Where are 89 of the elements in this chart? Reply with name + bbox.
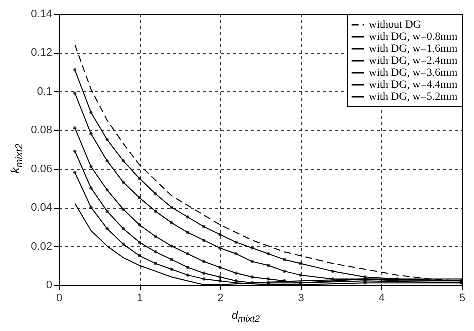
point: [138, 240, 142, 244]
point: [170, 244, 174, 248]
point: [283, 270, 286, 274]
point: [299, 274, 302, 277]
point: [299, 262, 302, 266]
point: [250, 246, 254, 250]
point: [122, 180, 126, 184]
point: [106, 188, 109, 192]
point: [170, 268, 174, 272]
x-tick-label: 0: [56, 292, 63, 304]
point: [154, 192, 158, 196]
legend-label: with DG, w=1.6mm: [369, 43, 458, 55]
point: [90, 165, 93, 168]
legend-label: without DG: [369, 19, 422, 31]
point: [154, 250, 158, 254]
point: [218, 266, 222, 270]
y-tick-label: 0: [46, 280, 52, 292]
point: [218, 233, 222, 236]
point: [283, 258, 286, 262]
legend-label: with DG, w=2.4mm: [369, 55, 458, 67]
point: [106, 210, 109, 214]
point: [218, 246, 222, 250]
point: [122, 227, 126, 230]
point: [170, 221, 174, 225]
point: [90, 111, 93, 114]
point: [234, 252, 238, 256]
y-tick-label: 0.06: [31, 163, 52, 176]
point: [154, 262, 158, 266]
point: [331, 270, 335, 274]
point: [186, 266, 190, 270]
x-tick-label: 4: [378, 292, 385, 304]
point: [218, 276, 222, 279]
point: [122, 242, 126, 246]
y-tick-label: 0.08: [31, 124, 52, 137]
point: [122, 208, 126, 212]
y-tick-label: 0.02: [31, 240, 52, 253]
x-tick-label: 5: [459, 292, 466, 304]
point: [250, 276, 254, 279]
point: [234, 240, 238, 244]
legend-label: with DG, w=4.4mm: [369, 79, 458, 91]
point: [170, 258, 174, 262]
point: [186, 216, 190, 219]
point: [186, 252, 190, 256]
point: [250, 281, 254, 285]
point: [250, 260, 254, 264]
point: [202, 278, 206, 281]
point: [106, 227, 109, 230]
point: [186, 231, 190, 234]
point: [202, 225, 206, 229]
legend-label: with DG, w=3.6mm: [369, 67, 458, 79]
y-tick-label: 0.1: [37, 86, 52, 98]
point: [170, 206, 174, 210]
point: [154, 235, 158, 238]
legend-label: with DG, w=5.2mm: [369, 91, 458, 103]
x-tick-label: 3: [298, 292, 304, 304]
point: [90, 132, 93, 136]
point: [74, 150, 77, 154]
point: [202, 238, 206, 242]
point: [90, 186, 93, 190]
legend-label: with DG, w=0.8mm: [369, 31, 458, 43]
point: [202, 272, 206, 275]
point: [218, 280, 222, 283]
point: [283, 280, 286, 283]
y-tick-label: 0.12: [31, 47, 52, 60]
point: [266, 278, 270, 281]
y-tick-label: 0.14: [31, 8, 52, 20]
point: [74, 171, 77, 174]
point: [138, 176, 142, 180]
x-tick-label: 1: [137, 292, 144, 304]
x-axis-title: d$_{mixt2}$: [232, 310, 260, 324]
point: [90, 206, 93, 210]
point: [106, 138, 109, 142]
point: [202, 260, 206, 264]
point: [74, 92, 77, 95]
point: [74, 68, 77, 72]
y-tick-label: 0.04: [31, 202, 52, 214]
point: [138, 254, 142, 258]
x-tick-label: 2: [218, 292, 224, 304]
point: [234, 272, 238, 275]
point: [138, 223, 142, 227]
point: [266, 264, 270, 268]
point: [331, 278, 335, 281]
point: [186, 274, 190, 277]
point: [106, 160, 109, 163]
point: [154, 210, 158, 214]
point: [122, 160, 126, 163]
point: [266, 252, 270, 256]
point: [74, 126, 77, 130]
point: [138, 196, 142, 200]
